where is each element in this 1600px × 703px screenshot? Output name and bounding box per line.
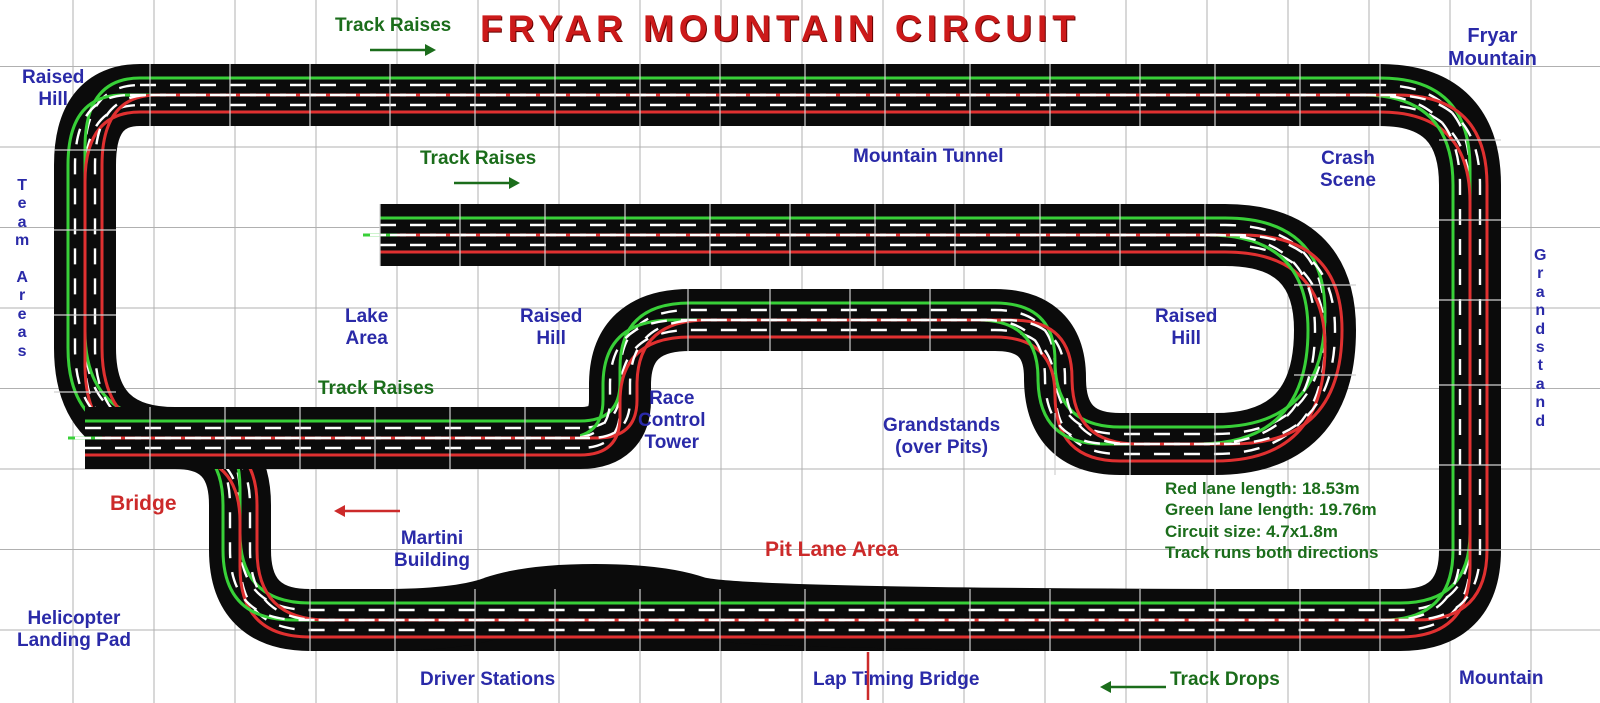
circuit-diagram: FRYAR MOUNTAIN CIRCUIT Raised HillTrack … — [0, 0, 1600, 703]
lap-timing-marker — [0, 0, 1600, 703]
